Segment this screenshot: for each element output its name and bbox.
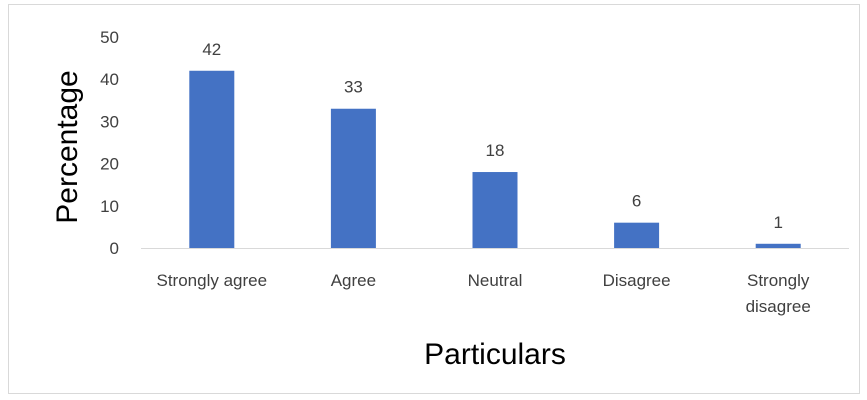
x-axis-category-labels: Strongly agree Agree Neutral Disagree Strong… — [157, 271, 811, 316]
y-tick-label: 50 — [100, 28, 119, 47]
bar — [472, 172, 518, 248]
y-axis-ticks: 0 10 20 30 40 50 — [100, 28, 119, 258]
y-tick-label: 20 — [100, 155, 119, 174]
bar-chart: 0 10 20 30 40 50 42 33 18 6 1 Strongly agree Agree… — [51, 28, 849, 371]
x-category-label: Strongly disagree — [746, 271, 811, 316]
bar-data-label: 42 — [202, 40, 221, 59]
bar — [189, 70, 235, 248]
bar-data-label: 18 — [486, 141, 505, 160]
data-labels: 42 33 18 6 1 — [202, 40, 783, 232]
x-category-label: Neutral — [468, 271, 523, 290]
y-tick-label: 0 — [110, 239, 119, 258]
bar-data-label: 6 — [632, 192, 641, 211]
y-tick-label: 40 — [100, 70, 119, 89]
x-category-label: Disagree — [603, 271, 671, 290]
bar — [755, 243, 801, 248]
bar-data-label: 1 — [773, 213, 782, 232]
y-tick-label: 10 — [100, 197, 119, 216]
bar — [330, 108, 376, 249]
x-category-label: Agree — [331, 271, 376, 290]
bar — [614, 222, 660, 248]
x-category-label: Strongly agree — [157, 271, 268, 290]
y-axis-title: Percentage — [51, 70, 84, 223]
bar-data-label: 33 — [344, 78, 363, 97]
bars — [189, 70, 801, 249]
y-tick-label: 30 — [100, 112, 119, 131]
chart-area: 0 10 20 30 40 50 42 33 18 6 1 Strongly agree Agree… — [8, 4, 860, 394]
x-axis-title: Particulars — [424, 338, 566, 371]
